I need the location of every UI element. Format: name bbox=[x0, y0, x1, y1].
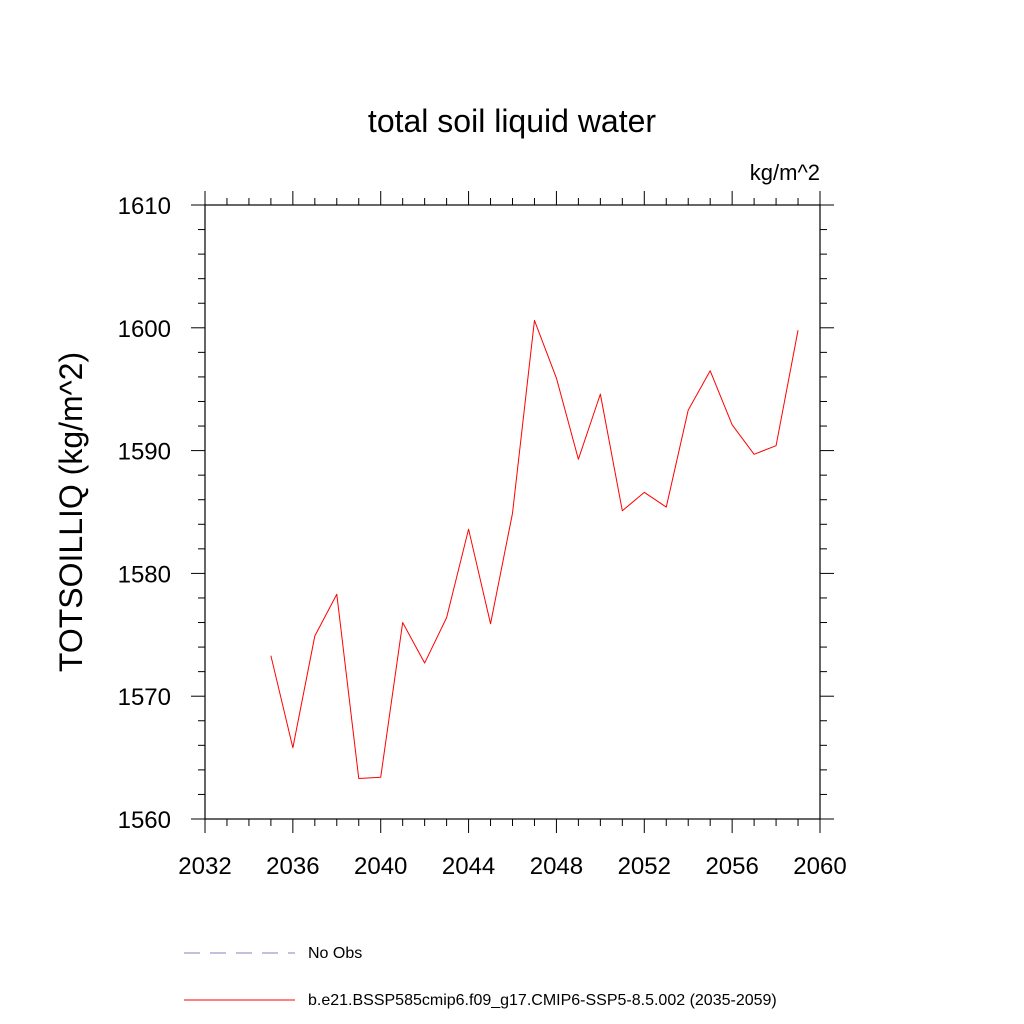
x-tick-label: 2052 bbox=[618, 853, 671, 880]
x-tick-label: 2060 bbox=[793, 853, 846, 880]
axis-ticks bbox=[191, 191, 834, 833]
series-line-model bbox=[270, 319, 799, 779]
x-tick-label: 2036 bbox=[266, 853, 319, 880]
y-tick-label: 1590 bbox=[118, 439, 171, 466]
y-tick-label: 1610 bbox=[118, 193, 171, 220]
units-label: kg/m^2 bbox=[750, 160, 820, 185]
legend: No Obs b.e21.BSSP585cmip6.f09_g17.CMIP6-… bbox=[184, 945, 777, 1009]
x-tick-label: 2040 bbox=[354, 853, 407, 880]
y-tick-label: 1600 bbox=[118, 316, 171, 343]
y-tick-labels: 1560 1570 1580 1590 1600 1610 bbox=[118, 193, 171, 834]
y-axis-label: TOTSOILLIQ (kg/m^2) bbox=[53, 352, 89, 672]
chart-title: total soil liquid water bbox=[368, 103, 656, 139]
x-tick-label: 2044 bbox=[442, 853, 495, 880]
x-tick-labels: 2032 2036 2040 2044 2048 2052 2056 2060 bbox=[178, 853, 846, 880]
y-tick-label: 1560 bbox=[118, 807, 171, 834]
x-tick-label: 2056 bbox=[705, 853, 758, 880]
x-tick-label: 2048 bbox=[530, 853, 583, 880]
y-tick-label: 1580 bbox=[118, 561, 171, 588]
legend-label-no-obs: No Obs bbox=[308, 945, 362, 962]
legend-label-model: b.e21.BSSP585cmip6.f09_g17.CMIP6-SSP5-8.… bbox=[308, 992, 777, 1009]
series-lines bbox=[270, 319, 799, 779]
y-tick-label: 1570 bbox=[118, 684, 171, 711]
x-tick-label: 2032 bbox=[178, 853, 231, 880]
